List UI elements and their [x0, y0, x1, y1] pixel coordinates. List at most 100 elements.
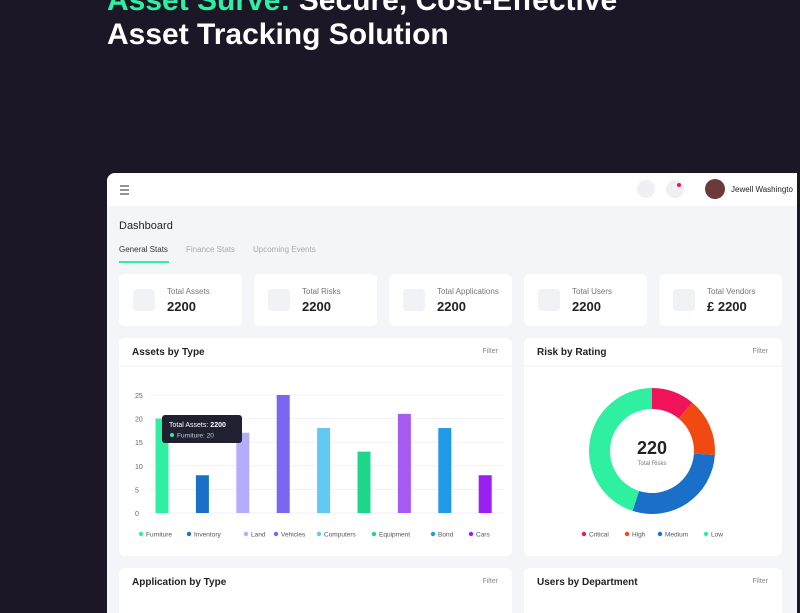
y-tick-label: 5 [135, 487, 139, 494]
donut-segment [652, 388, 693, 419]
tooltip-total: 2200 [210, 422, 226, 429]
card-title: Assets by Type [132, 347, 205, 358]
center-value: 220 [637, 438, 667, 458]
stat-value: 2200 [437, 299, 466, 314]
donut-segment [678, 402, 715, 455]
donut-segment [588, 388, 652, 511]
legend-swatch [657, 531, 663, 537]
stat-label: Total Applications [437, 287, 499, 296]
stat-label: Total Users [572, 287, 613, 296]
stat-label: Total Vendors [707, 287, 756, 296]
legend-label: Bond [438, 532, 454, 539]
stat-card: Total Assets 2200 [119, 274, 242, 326]
tooltip-item: Furniture: 20 [177, 433, 214, 440]
page: Asset Surve: Secure, Cost-Effective Asse… [107, 0, 797, 613]
legend-swatch [468, 531, 474, 537]
legend-swatch [581, 531, 587, 537]
notifications[interactable] [666, 180, 684, 198]
legend-label: Medium [665, 532, 688, 539]
legend-swatch [273, 531, 279, 537]
dashboard-panel: Jewell Washingto Dashboard General Stats… [107, 173, 797, 613]
center-label: Total Risks [637, 461, 666, 467]
tooltip-title: Total Assets: 2200 [169, 422, 226, 429]
tab[interactable]: Finance Stats [186, 245, 235, 254]
stat-value: £ 2200 [707, 299, 747, 314]
stat-label: Total Risks [302, 287, 341, 296]
filter[interactable]: Filter [482, 578, 498, 585]
users-card: Users by Department Filter [524, 568, 782, 613]
legend-label: Computers [324, 532, 357, 539]
legend-label: Inventory [194, 532, 221, 539]
legend-label: Cars [476, 532, 490, 539]
legend-swatch [624, 531, 630, 537]
bar [357, 451, 371, 513]
bar [438, 428, 452, 513]
hero-line-1: Asset Surve: Secure, Cost-Effective [107, 0, 617, 18]
stat-value: 2200 [572, 299, 601, 314]
stat-label: Total Assets [167, 287, 210, 296]
tab[interactable]: Upcoming Events [253, 245, 316, 254]
menu-icon[interactable] [119, 185, 131, 195]
legend-swatch [703, 531, 709, 537]
stat-card: Total Risks 2200 [254, 274, 377, 326]
stat-value: 2200 [302, 299, 331, 314]
y-tick-label: 20 [135, 417, 143, 424]
bar [317, 428, 331, 513]
tab[interactable]: General Stats [119, 245, 168, 254]
bar [478, 475, 492, 513]
legend-label: Equipment [379, 532, 410, 539]
legend-swatch [186, 531, 192, 537]
stat-icon [133, 289, 155, 311]
filter[interactable]: Filter [752, 348, 768, 355]
avatar[interactable] [705, 179, 725, 199]
filter[interactable]: Filter [752, 578, 768, 585]
bar [195, 475, 209, 513]
y-tick-label: 10 [135, 464, 143, 471]
assets-chart: 0 5 10 15 20 25 Furniture Inventory Land Vehicles… [119, 365, 512, 539]
stat-card: Total Vendors £ 2200 [659, 274, 782, 326]
legend-swatch [430, 531, 436, 537]
legend-label: Furniture [146, 532, 172, 539]
hero-title: Secure, Cost-Effective [298, 0, 618, 17]
legend-swatch [371, 531, 377, 537]
theme-toggle[interactable] [637, 180, 655, 198]
filter[interactable]: Filter [482, 348, 498, 355]
risk-chart: 220 Total Risks Critical High Medium Low [524, 365, 782, 539]
stat-icon [268, 289, 290, 311]
legend-swatch [243, 531, 249, 537]
user-name[interactable]: Jewell Washingto [731, 185, 793, 194]
card-title: Risk by Rating [537, 347, 607, 358]
legend-label: Low [711, 532, 723, 539]
legend-label: Land [251, 532, 266, 539]
risk-card: Risk by Rating Filter 220 Total Risks Crit… [524, 338, 782, 556]
card-title: Application by Type [132, 577, 227, 588]
stat-icon [673, 289, 695, 311]
tooltip-swatch [170, 433, 174, 437]
tooltip-label: Total Assets: [169, 422, 208, 429]
top-bar: Jewell Washingto [107, 173, 797, 206]
y-tick-label: 25 [135, 393, 143, 400]
tooltip [162, 415, 242, 443]
legend-label: Critical [589, 532, 609, 539]
stat-icon [403, 289, 425, 311]
hero-line-2: Asset Tracking Solution [107, 18, 449, 51]
y-tick-label: 0 [135, 511, 139, 518]
bar [276, 395, 290, 513]
stat-value: 2200 [167, 299, 196, 314]
legend-label: High [632, 532, 646, 539]
hero-highlight: Asset Surve: [107, 0, 291, 17]
tab-underline [119, 261, 169, 263]
legend-label: Vehicles [281, 532, 306, 539]
bar [397, 413, 411, 513]
legend-swatch [138, 531, 144, 537]
stat-card: Total Users 2200 [524, 274, 647, 326]
stat-card: Total Applications 2200 [389, 274, 512, 326]
donut-segment [632, 453, 715, 514]
application-card: Application by Type Filter [119, 568, 512, 613]
bar [236, 432, 250, 513]
card-title: Users by Department [537, 577, 638, 588]
page-title: Dashboard [119, 220, 173, 232]
assets-card: Assets by Type Filter 0 5 10 15 20 25 Furnitur… [119, 338, 512, 556]
legend-swatch [316, 531, 322, 537]
y-tick-label: 15 [135, 440, 143, 447]
